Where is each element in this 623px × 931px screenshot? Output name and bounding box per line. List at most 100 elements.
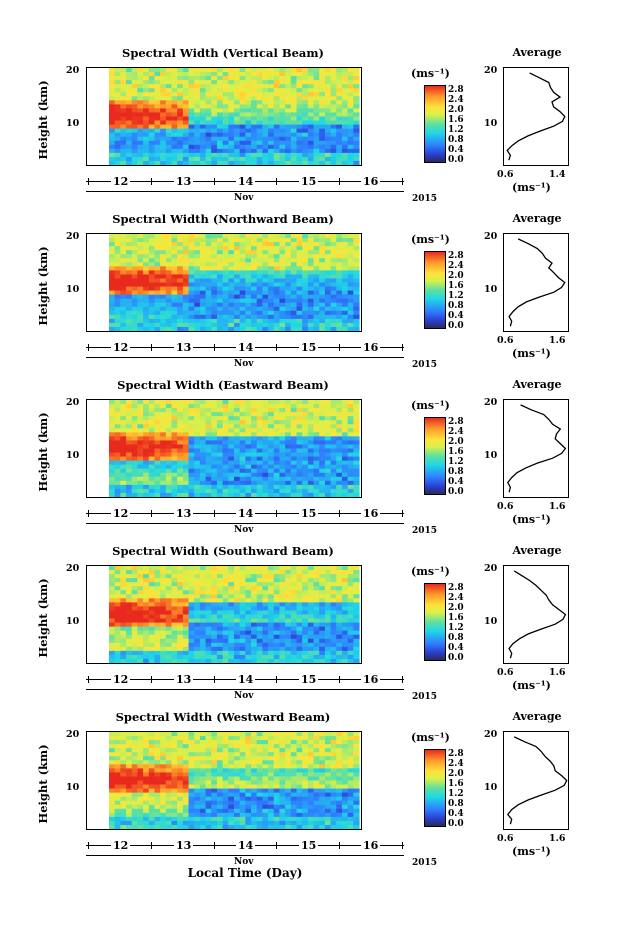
- heatmap-cell: [234, 650, 241, 656]
- y-axis-label: Height (km): [36, 578, 50, 658]
- x-tick-label: 13: [174, 507, 194, 520]
- heatmap-cell: [211, 578, 218, 583]
- colorbar-tick-label: 2.8: [448, 583, 464, 593]
- heatmap-cell: [131, 408, 139, 413]
- heatmap-cell: [239, 92, 246, 97]
- heatmap-cell: [245, 614, 252, 620]
- heatmap-cell: [341, 144, 349, 150]
- heatmap-cell: [109, 578, 116, 583]
- heatmap-cell: [211, 416, 218, 421]
- heatmap-cell: [313, 250, 320, 255]
- time-tick: [402, 676, 403, 683]
- heatmap-cell: [307, 266, 315, 271]
- heatmap-cell: [148, 148, 156, 154]
- heatmap-cell: [302, 92, 309, 97]
- heatmap-cell: [199, 266, 207, 271]
- heatmap-cell: [347, 598, 354, 603]
- heatmap-cell: [154, 254, 161, 259]
- heatmap-cell: [239, 602, 246, 608]
- heatmap-cell: [313, 234, 320, 239]
- heatmap-cell: [165, 92, 173, 97]
- heatmap-cell: [239, 760, 246, 765]
- heatmap-cell: [199, 238, 207, 243]
- heatmap-cell: [239, 286, 246, 292]
- heatmap-cell: [268, 606, 275, 612]
- heatmap-cell: [285, 420, 292, 425]
- heatmap-cell: [216, 740, 224, 745]
- heatmap-cell: [273, 476, 281, 482]
- heatmap-cell: [251, 570, 258, 575]
- heatmap-cell: [143, 436, 150, 442]
- heatmap-cell: [211, 294, 218, 300]
- heatmap-cell: [234, 574, 241, 579]
- heatmap-cell: [341, 400, 349, 405]
- heatmap-cell: [165, 820, 173, 826]
- heatmap-cell: [285, 286, 292, 292]
- heatmap-cell: [273, 610, 281, 616]
- heatmap-cell: [199, 112, 207, 118]
- heatmap-cell: [177, 116, 184, 122]
- heatmap-cell: [109, 460, 116, 466]
- time-tick: [339, 510, 341, 517]
- heatmap-cell: [324, 156, 332, 162]
- heatmap-cell: [137, 622, 144, 628]
- heatmap-cell: [205, 262, 212, 267]
- heatmap-cell: [273, 84, 281, 89]
- heatmap-cell: [341, 128, 349, 134]
- heatmap-cell: [347, 120, 354, 126]
- heatmap-cell: [165, 72, 173, 77]
- heatmap-cell: [120, 156, 127, 162]
- heatmap-cell: [268, 302, 275, 308]
- heatmap-cell: [205, 302, 212, 308]
- heatmap-cell: [285, 92, 292, 97]
- heatmap-cell: [211, 602, 218, 608]
- heatmap-cell: [160, 400, 167, 405]
- heatmap-cell: [137, 84, 144, 89]
- heatmap-cell: [234, 578, 241, 583]
- heatmap-cell: [216, 820, 224, 826]
- heatmap-cell: [296, 468, 303, 474]
- heatmap-cell: [302, 574, 309, 579]
- heatmap-cell: [296, 420, 303, 425]
- heatmap-cell: [199, 578, 207, 583]
- heatmap-cell: [290, 270, 298, 276]
- heatmap-cell: [148, 420, 156, 425]
- heatmap-cell: [182, 100, 190, 105]
- heatmap-cell: [222, 100, 229, 105]
- heatmap-cell: [262, 436, 269, 442]
- heatmap-cell: [347, 152, 354, 158]
- heatmap-cell: [347, 432, 354, 437]
- heatmap-cell: [143, 456, 150, 462]
- heatmap-cell: [131, 598, 139, 603]
- heatmap-cell: [336, 658, 343, 663]
- heatmap-cell: [131, 768, 139, 774]
- heatmap-cell: [336, 322, 343, 328]
- heatmap-cell: [256, 104, 264, 110]
- heatmap-cell: [296, 642, 303, 648]
- heatmap-cell: [109, 594, 116, 599]
- heatmap-cell: [273, 326, 281, 331]
- heatmap-cell: [148, 282, 156, 288]
- heatmap-cell: [109, 132, 116, 138]
- y-tick-label: 10: [66, 782, 80, 793]
- heatmap-cell: [188, 274, 195, 280]
- heatmap-cell: [137, 634, 144, 640]
- heatmap-cell: [330, 246, 337, 251]
- heatmap-cell: [143, 756, 150, 761]
- heatmap-cell: [251, 634, 258, 640]
- heatmap-cell: [347, 274, 354, 280]
- heatmap-cell: [222, 408, 229, 413]
- heatmap-cell: [188, 464, 195, 470]
- heatmap-cell: [143, 440, 150, 446]
- heatmap-cell: [234, 740, 241, 745]
- heatmap-cell: [353, 310, 360, 316]
- heatmap-cell: [160, 310, 167, 316]
- heatmap-cell: [171, 124, 178, 130]
- colorbar-tick-label: 0.0: [448, 487, 464, 497]
- average-profile-plot: [503, 233, 569, 332]
- heatmap-cell: [330, 104, 337, 110]
- heatmap-cell: [165, 448, 173, 454]
- heatmap-cell: [222, 796, 229, 802]
- heatmap-cell: [194, 234, 201, 239]
- heatmap-cell: [228, 732, 235, 737]
